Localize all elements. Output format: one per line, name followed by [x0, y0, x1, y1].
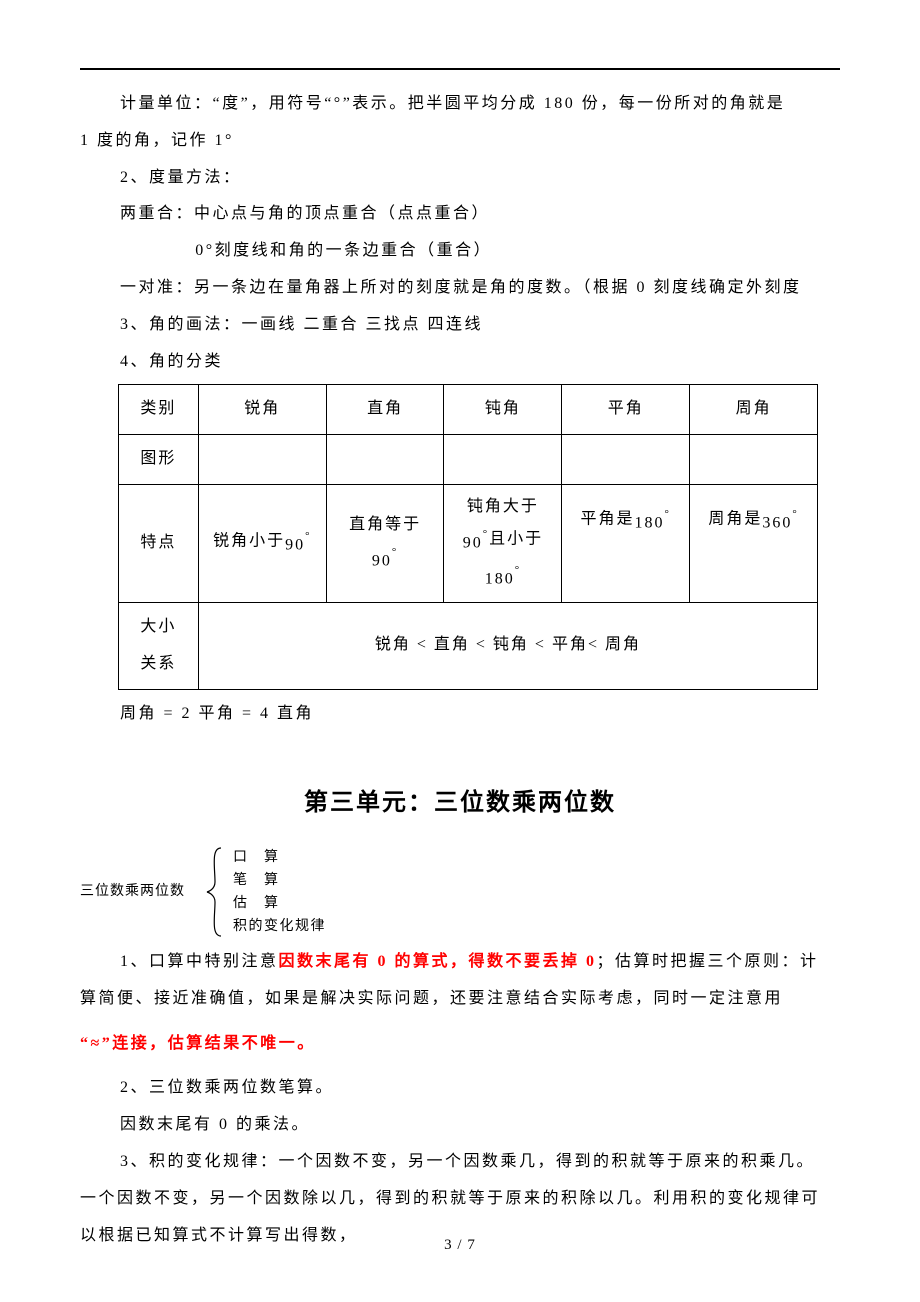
degree-symbol: °	[665, 508, 671, 520]
paragraph: 2、三位数乘两位数笔算。	[80, 1070, 840, 1107]
degree-symbol: °	[392, 546, 398, 558]
list-item: 估 算	[233, 892, 326, 915]
content: 计量单位：“度”，用符号“°”表示。把半圆平均分成 180 份，每一份所对的角就…	[80, 86, 840, 1254]
text: 直角等于	[349, 516, 421, 533]
text: 钝角大于	[467, 498, 539, 515]
list-item: 笔 算	[233, 869, 326, 892]
list-item: 积的变化规律	[233, 915, 326, 938]
emphasis-text: 因数末尾有 0 的算式，得数不要丢掉 0	[279, 953, 597, 970]
table-cell: 平角是180°	[562, 484, 690, 602]
text: 1、口算中特别注意	[120, 953, 279, 970]
table-cell: 周角	[690, 385, 818, 435]
section-title: 第三单元：三位数乘两位数	[80, 776, 840, 831]
text: 锐角小于	[213, 533, 285, 550]
top-rule	[80, 68, 840, 70]
text: 关系	[140, 655, 176, 672]
page: 计量单位：“度”，用符号“°”表示。把半圆平均分成 180 份，每一份所对的角就…	[0, 0, 920, 1302]
left-brace-icon	[203, 846, 225, 938]
table-cell: 图形	[119, 435, 199, 485]
paragraph: 算简便、接近准确值，如果是解决实际问题，还要注意结合实际考虑，同时一定注意用	[80, 981, 840, 1018]
brace-items: 口 算 笔 算 估 算 积的变化规律	[233, 846, 326, 938]
paragraph: 3、角的画法：一画线 二重合 三找点 四连线	[80, 307, 840, 344]
table-row: 特点 锐角小于90° 直角等于 90° 钝角大于 90°且小于 180° 平角是…	[119, 484, 818, 602]
text: 180	[635, 514, 665, 531]
table-cell	[444, 435, 562, 485]
text: 大小	[140, 618, 176, 635]
table-cell: 直角	[326, 385, 444, 435]
paragraph: 1、口算中特别注意因数末尾有 0 的算式，得数不要丢掉 0；估算时把握三个原则：…	[80, 944, 840, 981]
table-cell: 类别	[119, 385, 199, 435]
brace-label: 三位数乘两位数	[80, 876, 185, 908]
table-row: 大小 关系 锐角 < 直角 < 钝角 < 平角< 周角	[119, 603, 818, 690]
paragraph: 一对准：另一条边在量角器上所对的刻度就是角的度数。（根据 0 刻度线确定外刻度	[80, 270, 840, 307]
table-cell: 钝角大于 90°且小于 180°	[444, 484, 562, 602]
table-cell: 钝角	[444, 385, 562, 435]
degree-symbol: °	[305, 530, 311, 542]
table-cell: 锐角 < 直角 < 钝角 < 平角< 周角	[198, 603, 817, 690]
list-item: 口 算	[233, 846, 326, 869]
paragraph: 2、度量方法：	[80, 160, 840, 197]
table-cell	[326, 435, 444, 485]
text: 180	[485, 571, 515, 588]
paragraph: 1 度的角，记作 1°	[80, 123, 840, 160]
text: 90	[372, 553, 392, 570]
table-row: 图形	[119, 435, 818, 485]
table-cell: 直角等于 90°	[326, 484, 444, 602]
table-cell: 平角	[562, 385, 690, 435]
degree-symbol: °	[515, 564, 521, 576]
paragraph: 3、积的变化规律：一个因数不变，另一个因数乘几，得到的积就等于原来的积乘几。	[80, 1144, 840, 1181]
table-cell: 大小 关系	[119, 603, 199, 690]
paragraph: 4、角的分类	[80, 344, 840, 381]
degree-symbol: °	[792, 508, 798, 520]
table-cell	[562, 435, 690, 485]
text: 周角是	[708, 510, 762, 527]
angle-classification-table: 类别 锐角 直角 钝角 平角 周角 图形 特点 锐角小于90°	[118, 384, 818, 689]
text: 90	[463, 534, 483, 551]
brace-group: 三位数乘两位数 口 算 笔 算 估 算 积的变化规律	[80, 846, 840, 938]
table-cell	[690, 435, 818, 485]
emphasis-paragraph: “≈”连接，估算结果不唯一。	[80, 1026, 840, 1063]
text: 平角是	[581, 510, 635, 527]
text: 90	[285, 537, 305, 554]
paragraph: 两重合：中心点与角的顶点重合（点点重合）	[80, 196, 840, 233]
page-number: 3 / 7	[0, 1237, 920, 1254]
paragraph: 计量单位：“度”，用符号“°”表示。把半圆平均分成 180 份，每一份所对的角就…	[80, 86, 840, 123]
table-cell	[198, 435, 326, 485]
table-cell: 特点	[119, 484, 199, 602]
paragraph: 因数末尾有 0 的乘法。	[80, 1107, 840, 1144]
table-cell: 周角是360°	[690, 484, 818, 602]
text: ；估算时把握三个原则：计	[597, 953, 819, 970]
table-row: 类别 锐角 直角 钝角 平角 周角	[119, 385, 818, 435]
table-cell: 锐角	[198, 385, 326, 435]
text: 且小于	[489, 530, 543, 547]
table-cell: 锐角小于90°	[198, 484, 326, 602]
paragraph: 一个因数不变，另一个因数除以几，得到的积就等于原来的积除以几。利用积的变化规律可	[80, 1181, 840, 1218]
paragraph: 0°刻度线和角的一条边重合（重合）	[80, 233, 840, 270]
paragraph: 周角 = 2 平角 = 4 直角	[80, 696, 840, 733]
text: 360	[762, 514, 792, 531]
